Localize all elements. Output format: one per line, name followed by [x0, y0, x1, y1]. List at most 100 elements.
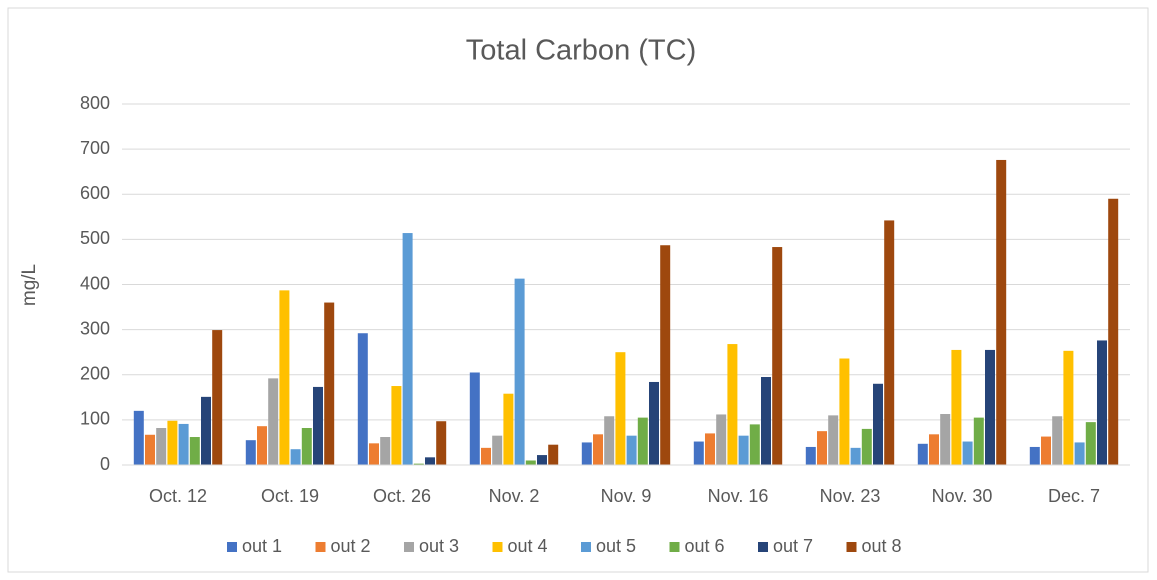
bar: [357, 333, 368, 465]
bar: [772, 247, 783, 465]
bar: [167, 420, 178, 465]
bar: [705, 433, 715, 465]
bar: [1085, 422, 1096, 465]
bar: [749, 424, 760, 465]
bar: [380, 437, 391, 465]
legend-label: out 2: [331, 536, 371, 556]
legend-label: out 6: [685, 536, 725, 556]
bar: [1097, 340, 1107, 465]
y-tick-label: 600: [80, 183, 110, 203]
bar: [413, 463, 424, 465]
bar: [828, 415, 839, 465]
bar: [716, 414, 727, 465]
bar: [268, 378, 279, 465]
bar: [693, 441, 704, 465]
bar: [1108, 198, 1119, 465]
legend-swatch: [404, 542, 414, 552]
bar: [201, 396, 211, 465]
bar: [436, 421, 447, 465]
x-tick-label: Oct. 12: [149, 486, 207, 506]
bar: [649, 381, 659, 465]
y-tick-label: 0: [100, 454, 110, 474]
bar: [929, 434, 939, 465]
x-tick-label: Oct. 19: [261, 486, 319, 506]
bar: [660, 245, 671, 465]
bar: [1041, 436, 1051, 465]
bar: [503, 393, 514, 465]
bar: [973, 417, 984, 465]
bar: [156, 427, 167, 465]
bar: [548, 444, 559, 465]
bar: [996, 159, 1007, 465]
bar: [940, 414, 951, 465]
bar: [873, 383, 883, 465]
bar: [1052, 416, 1063, 465]
y-tick-label: 800: [80, 93, 110, 113]
bar: [514, 278, 525, 465]
bar: [537, 455, 547, 465]
legend-swatch: [669, 542, 680, 552]
bar: [324, 302, 335, 465]
legend-label: out 8: [862, 536, 902, 556]
bar: [178, 423, 189, 465]
bar: [425, 457, 435, 465]
legend-swatch: [227, 542, 237, 552]
bar: [985, 349, 995, 465]
bar: [301, 427, 312, 465]
bar: [817, 431, 827, 465]
bar: [861, 428, 872, 465]
bar: [189, 437, 200, 465]
bar: [212, 330, 223, 465]
x-tick-label: Nov. 16: [708, 486, 769, 506]
bar: [257, 426, 267, 465]
bar: [951, 349, 962, 465]
bar: [962, 441, 973, 465]
legend-label: out 7: [773, 536, 813, 556]
bar: [1074, 442, 1085, 465]
bar: [133, 410, 144, 465]
bar: [481, 447, 491, 465]
legend-swatch: [846, 542, 857, 552]
bar: [391, 386, 402, 465]
bar: [637, 417, 648, 465]
bar: [839, 358, 850, 465]
bar: [525, 460, 536, 465]
bar: [1029, 446, 1040, 465]
x-tick-label: Nov. 2: [489, 486, 540, 506]
bar: [279, 290, 290, 465]
bar: [581, 442, 592, 465]
legend-label: out 1: [242, 536, 282, 556]
x-tick-label: Nov. 23: [820, 486, 881, 506]
bar: [402, 233, 413, 465]
x-tick-label: Nov. 9: [601, 486, 652, 506]
bar: [727, 344, 738, 465]
y-tick-label: 100: [80, 409, 110, 429]
y-axis-label: mg/L: [19, 264, 40, 306]
y-tick-label: 300: [80, 318, 110, 338]
bar: [469, 372, 480, 465]
legend-label: out 3: [419, 536, 459, 556]
bar: [593, 434, 603, 465]
bar: [615, 352, 626, 465]
bar: [313, 386, 323, 465]
legend-swatch: [581, 542, 591, 552]
bar: [290, 449, 301, 465]
bar: [738, 435, 749, 465]
y-tick-label: 700: [80, 138, 110, 158]
y-tick-label: 200: [80, 364, 110, 384]
bar: [917, 443, 928, 465]
legend-swatch: [492, 542, 503, 552]
x-tick-label: Dec. 7: [1048, 486, 1100, 506]
bar: [369, 443, 379, 465]
legend-swatch: [315, 542, 326, 552]
bar: [626, 435, 637, 465]
legend-label: out 4: [508, 536, 548, 556]
x-tick-label: Nov. 30: [932, 486, 993, 506]
y-tick-label: 400: [80, 273, 110, 293]
bar: [145, 434, 155, 465]
chart-border: [7, 7, 1149, 573]
bar: [761, 377, 771, 465]
bar: [245, 440, 256, 465]
bar: [805, 446, 816, 465]
